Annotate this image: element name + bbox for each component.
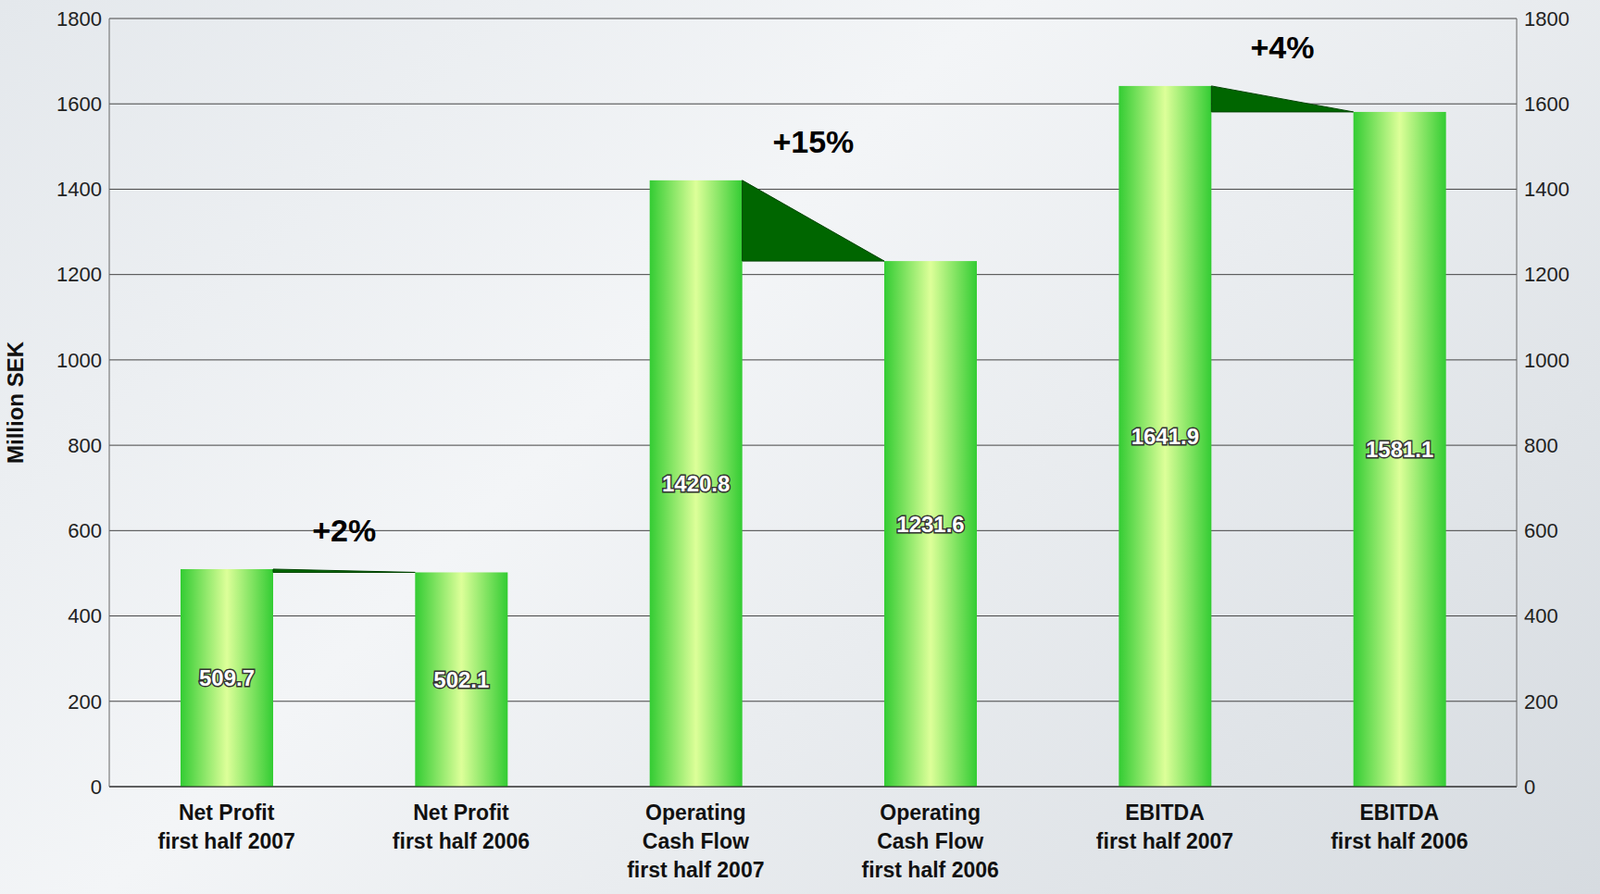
- svg-text:1400: 1400: [56, 177, 102, 201]
- svg-text:OperatingCash Flowfirst half 2: OperatingCash Flowfirst half 2007: [626, 800, 764, 883]
- svg-text:600: 600: [67, 519, 102, 543]
- svg-text:502.1: 502.1: [433, 667, 489, 693]
- svg-text:1800: 1800: [56, 7, 102, 31]
- svg-text:600: 600: [1524, 519, 1559, 543]
- svg-text:1231.6: 1231.6: [896, 512, 964, 538]
- svg-text:1600: 1600: [56, 92, 102, 116]
- svg-text:800: 800: [67, 434, 102, 458]
- svg-text:1400: 1400: [1524, 177, 1570, 201]
- svg-text:+15%: +15%: [772, 124, 854, 160]
- svg-text:1000: 1000: [56, 349, 102, 373]
- svg-text:Million SEK: Million SEK: [2, 340, 28, 464]
- svg-text:1200: 1200: [56, 262, 102, 287]
- svg-text:0: 0: [1524, 775, 1536, 800]
- svg-text:+2%: +2%: [312, 512, 376, 549]
- svg-text:1420.8: 1420.8: [662, 471, 730, 497]
- svg-text:0: 0: [90, 775, 102, 800]
- svg-text:400: 400: [1524, 604, 1559, 628]
- svg-text:+4%: +4%: [1250, 29, 1315, 65]
- svg-text:1200: 1200: [1524, 262, 1570, 287]
- svg-text:Net Profitfirst half 2006: Net Profitfirst half 2006: [392, 800, 530, 854]
- svg-text:200: 200: [1524, 690, 1559, 714]
- svg-text:800: 800: [1524, 434, 1559, 458]
- svg-text:1800: 1800: [1524, 7, 1570, 31]
- svg-text:400: 400: [67, 604, 102, 628]
- svg-text:1000: 1000: [1524, 349, 1570, 373]
- svg-text:Net Profitfirst half 2007: Net Profitfirst half 2007: [158, 800, 296, 854]
- svg-text:200: 200: [67, 690, 102, 714]
- svg-text:OperatingCash Flowfirst half 2: OperatingCash Flowfirst half 2006: [862, 800, 1000, 883]
- svg-text:1641.9: 1641.9: [1131, 424, 1200, 450]
- svg-text:509.7: 509.7: [199, 665, 255, 691]
- svg-text:EBITDAfirst half 2006: EBITDAfirst half 2006: [1330, 800, 1468, 854]
- svg-text:1600: 1600: [1524, 92, 1570, 116]
- svg-text:1581.1: 1581.1: [1365, 437, 1434, 463]
- svg-text:EBITDAfirst half 2007: EBITDAfirst half 2007: [1096, 800, 1234, 854]
